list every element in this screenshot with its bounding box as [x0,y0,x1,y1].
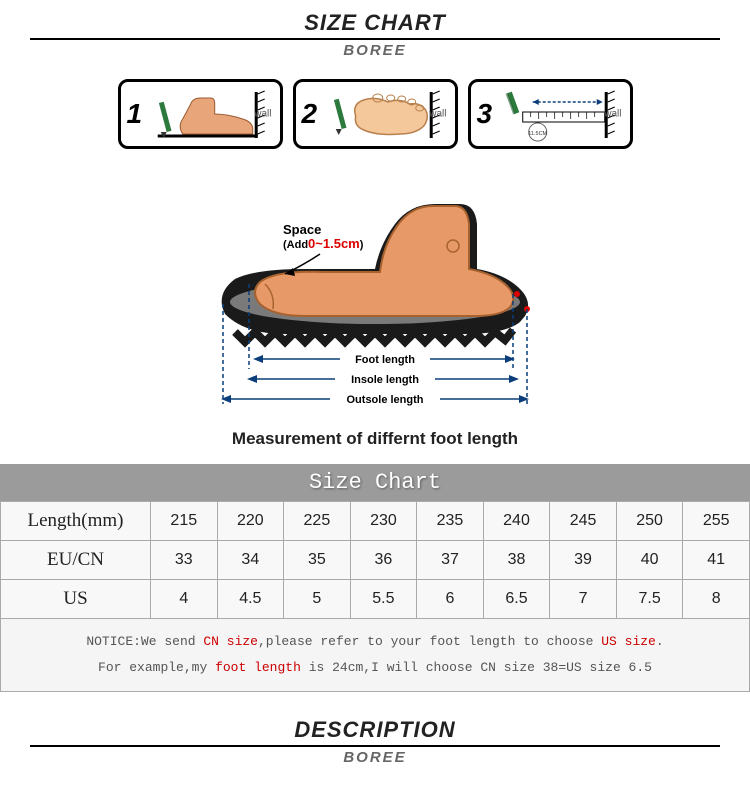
cell: 7 [550,580,617,619]
notice-text: ,please refer to your foot length to cho… [258,634,601,649]
cell: 8 [683,580,750,619]
cell: 38 [483,541,550,580]
table-row: US 4 4.5 5 5.5 6 6.5 7 7.5 8 [1,580,750,619]
cell: 240 [483,502,550,541]
diagram-caption: Measurement of differnt foot length [0,429,750,449]
foot-measurement-svg: Space (Add0~1.5cm) Foot length Insole le [165,174,585,414]
cell: 6.5 [483,580,550,619]
cell: 6 [417,580,484,619]
notice-text: is 24cm,I will choose CN size 38=US size… [301,660,652,675]
header: SIZE CHART BOREE [0,10,750,59]
svg-text:Insole length: Insole length [351,374,419,386]
step-2: 2 wall [293,79,458,149]
cell: 41 [683,541,750,580]
svg-text:Outsole length: Outsole length [347,394,424,406]
wall-label: wall [604,109,621,120]
cell: 36 [350,541,417,580]
svg-text:11.5CM: 11.5CM [528,131,547,137]
notice: NOTICE:We send CN size,please refer to y… [0,619,750,692]
cell: 4 [151,580,218,619]
table-row: EU/CN 33 34 35 36 37 38 39 40 41 [1,541,750,580]
notice-text: For example,my [98,660,215,675]
page: SIZE CHART BOREE 1 wall 2 [0,0,750,796]
footer-rule [30,745,720,747]
step-number: 3 [477,98,493,130]
wall-label: wall [254,109,271,120]
page-title: SIZE CHART [0,10,750,36]
row-label: EU/CN [1,541,151,580]
cell: 39 [550,541,617,580]
footer: DESCRIPTION BOREE [0,717,750,766]
steps-row: 1 wall 2 [0,79,750,149]
footer-brand: BOREE [0,749,750,766]
svg-text:Space: Space [283,222,321,237]
size-table-wrap: Size Chart Length(mm) 215 220 225 230 23… [0,464,750,692]
cell: 7.5 [616,580,683,619]
cell: 40 [616,541,683,580]
brand-label: BOREE [0,42,750,59]
notice-red: US size [601,634,656,649]
table-row: Length(mm) 215 220 225 230 235 240 245 2… [1,502,750,541]
cell: 33 [151,541,218,580]
row-label: US [1,580,151,619]
cell: 34 [217,541,284,580]
cell: 35 [284,541,351,580]
table-header: Size Chart [0,464,750,501]
cell: 245 [550,502,617,541]
cell: 250 [616,502,683,541]
cell: 215 [151,502,218,541]
notice-red: foot length [215,660,301,675]
size-table: Length(mm) 215 220 225 230 235 240 245 2… [0,501,750,619]
row-label: Length(mm) [1,502,151,541]
cell: 37 [417,541,484,580]
main-diagram: Space (Add0~1.5cm) Foot length Insole le [0,174,750,449]
step-number: 1 [127,98,143,130]
cell: 5 [284,580,351,619]
cell: 220 [217,502,284,541]
wall-label: wall [429,109,446,120]
notice-text: . [656,634,664,649]
svg-text:Foot length: Foot length [355,354,415,366]
step-number: 2 [302,98,318,130]
cell: 235 [417,502,484,541]
step-1: 1 wall [118,79,283,149]
header-rule [30,38,720,40]
cell: 230 [350,502,417,541]
cell: 225 [284,502,351,541]
cell: 5.5 [350,580,417,619]
notice-text: NOTICE:We send [86,634,203,649]
step-3: 3 11.5C [468,79,633,149]
cell: 255 [683,502,750,541]
footer-title: DESCRIPTION [0,717,750,743]
svg-text:(Add0~1.5cm): (Add0~1.5cm) [283,236,364,251]
notice-red: CN size [203,634,258,649]
cell: 4.5 [217,580,284,619]
